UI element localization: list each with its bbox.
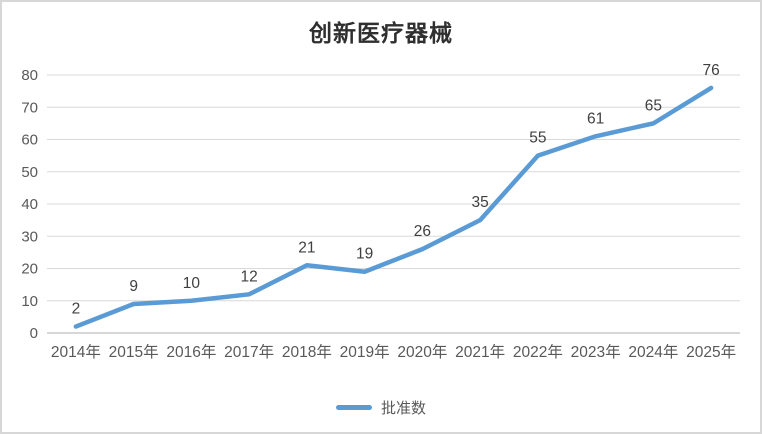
data-label: 2 — [72, 301, 81, 318]
data-label: 55 — [529, 130, 546, 147]
data-label: 76 — [703, 62, 720, 79]
y-tick-label: 80 — [21, 67, 38, 84]
data-label: 9 — [129, 278, 138, 295]
x-tick-label: 2016年 — [166, 343, 216, 361]
x-tick-label: 2015年 — [109, 343, 159, 361]
y-tick-label: 70 — [21, 99, 38, 116]
chart-title: 创新医疗器械 — [309, 20, 453, 46]
legend: 批准数 — [2, 397, 760, 418]
legend-line-swatch — [335, 405, 372, 410]
x-tick-label: 2020年 — [397, 343, 447, 361]
x-tick-label: 2022年 — [513, 343, 563, 361]
x-tick-label: 2017年 — [224, 343, 274, 361]
data-label: 12 — [241, 268, 258, 285]
series-line — [73, 85, 714, 329]
y-tick-label: 50 — [21, 164, 38, 181]
data-label: 61 — [587, 110, 604, 127]
y-tick-label: 30 — [21, 228, 38, 245]
x-tick-label: 2025年 — [686, 343, 736, 361]
y-tick-label: 10 — [21, 293, 38, 310]
data-label: 10 — [183, 275, 201, 292]
data-label: 26 — [414, 223, 431, 240]
x-tick-label: 2019年 — [340, 343, 390, 361]
x-tick-label: 2023年 — [571, 343, 621, 361]
data-label: 65 — [645, 97, 662, 114]
y-tick-label: 0 — [30, 325, 38, 342]
data-label: 21 — [298, 239, 315, 256]
data-label: 35 — [472, 194, 489, 211]
y-tick-label: 40 — [21, 196, 38, 213]
y-tick-label: 20 — [21, 261, 38, 278]
x-tick-label: 2024年 — [628, 343, 678, 361]
x-tick-label: 2018年 — [282, 343, 332, 361]
y-tick-label: 60 — [21, 132, 38, 149]
x-tick-label: 2021年 — [455, 343, 505, 361]
legend-label: 批准数 — [380, 400, 426, 417]
x-tick-label: 2014年 — [51, 343, 101, 361]
data-label: 19 — [356, 246, 373, 263]
